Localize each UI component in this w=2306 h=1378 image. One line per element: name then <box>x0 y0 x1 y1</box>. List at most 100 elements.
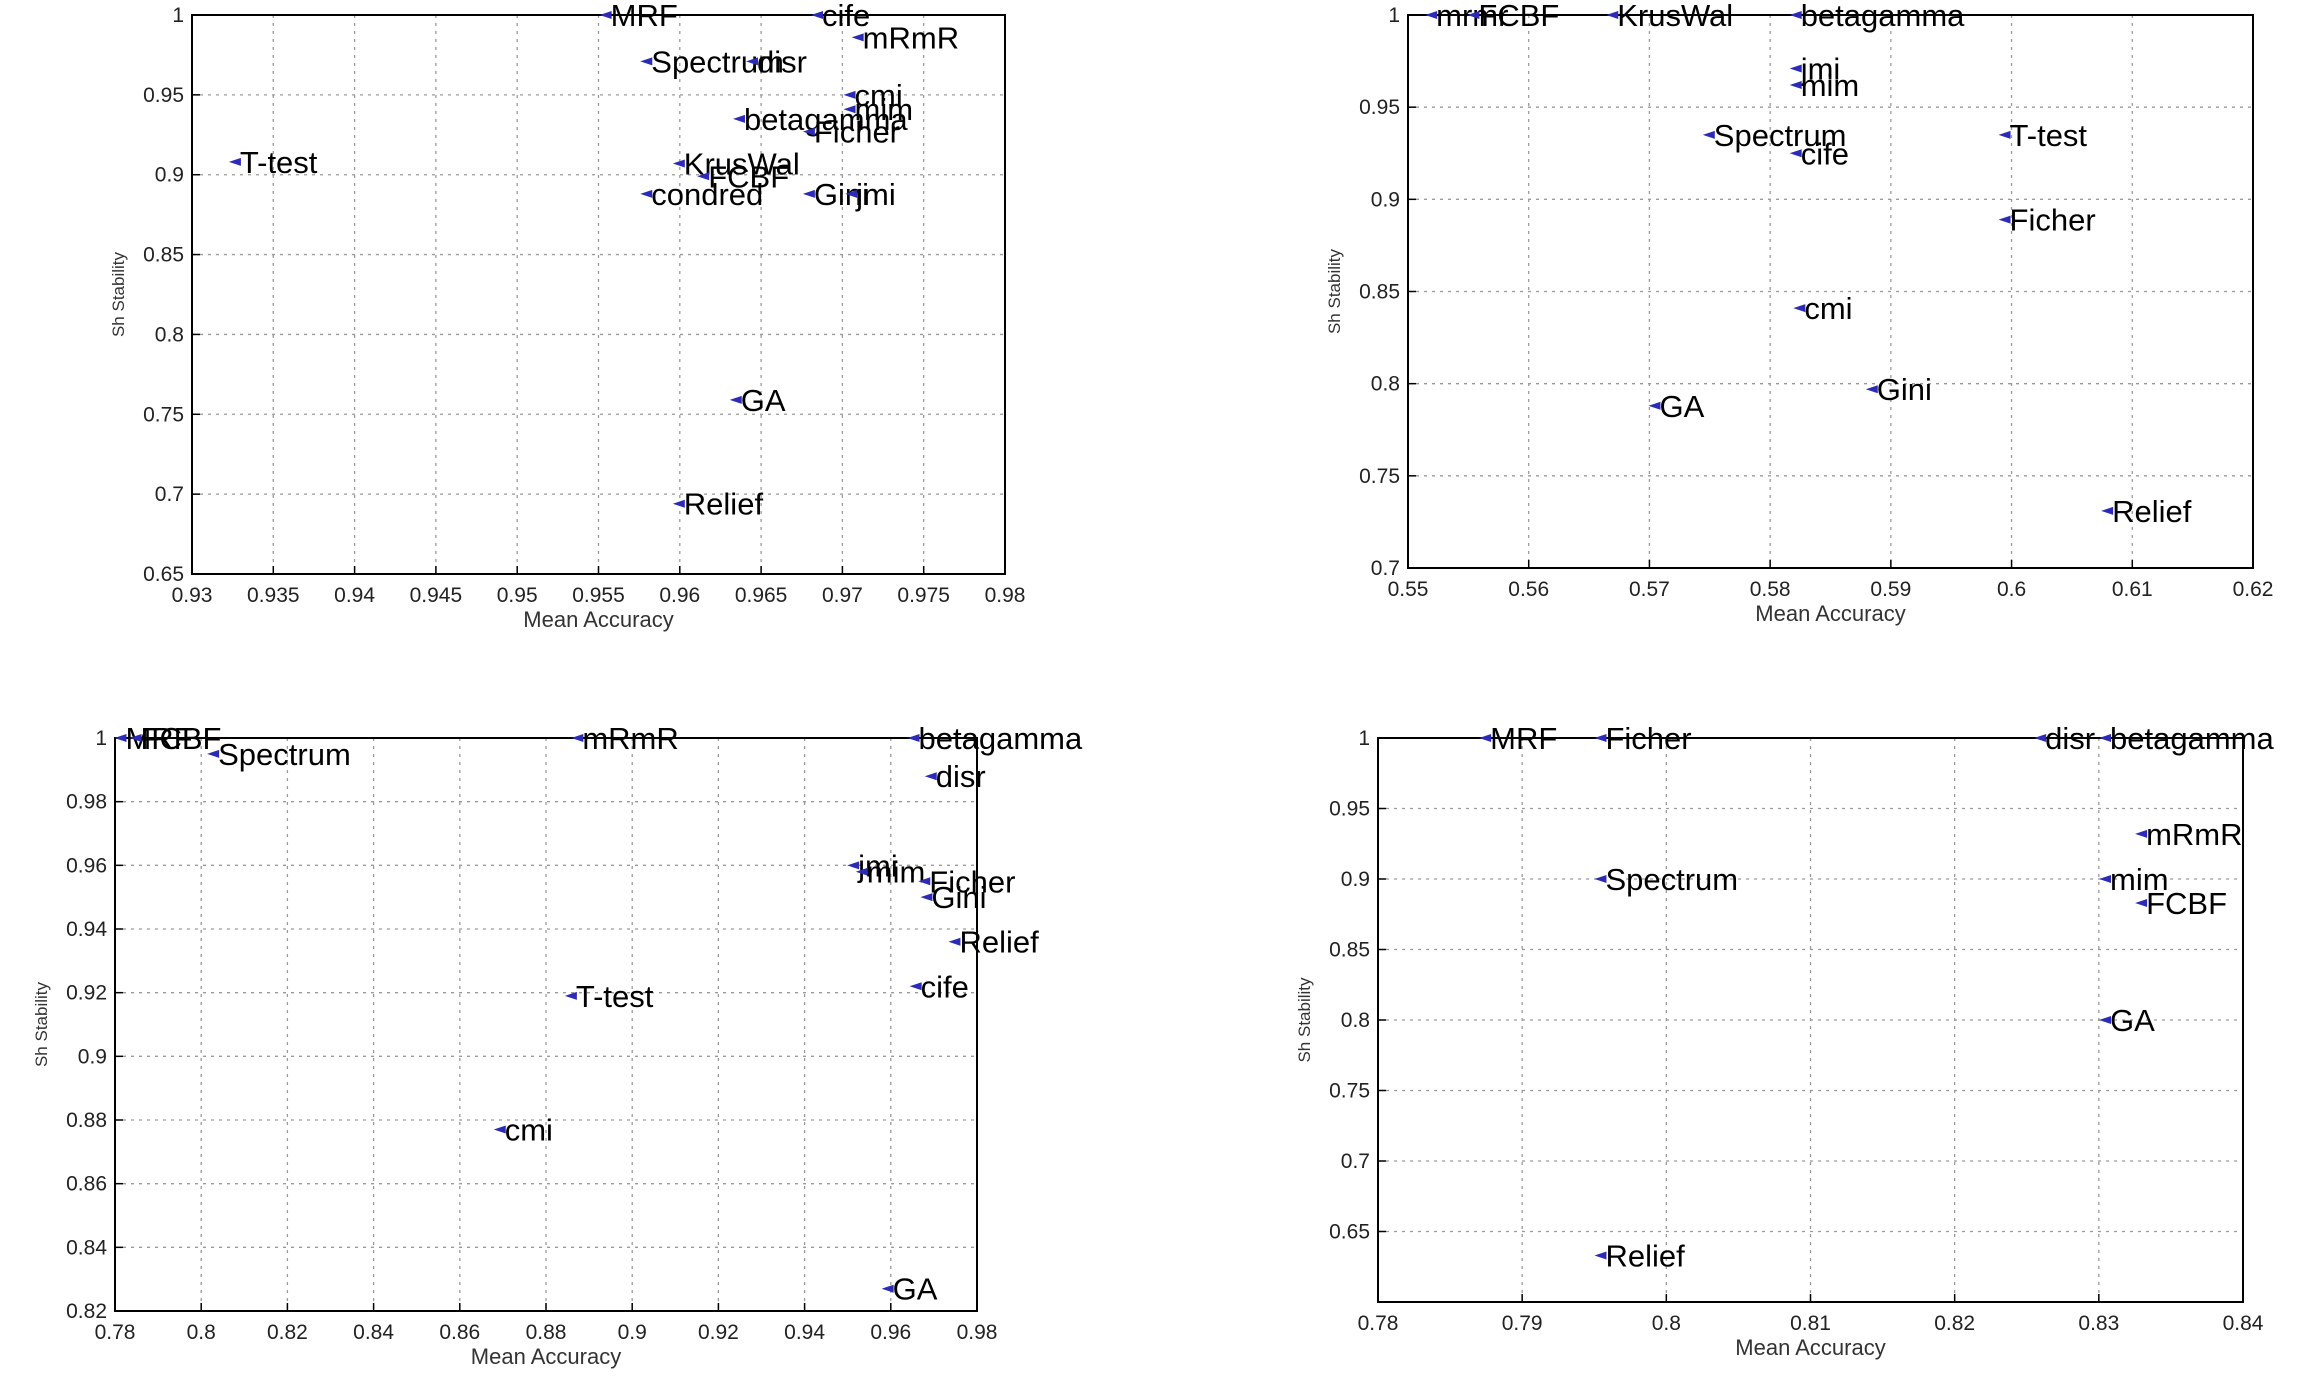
y-tick-label: 0.85 <box>143 244 184 267</box>
point-marker <box>1789 149 1802 158</box>
point-label: Ficher <box>1605 721 1691 756</box>
point-label: T-test <box>576 979 654 1014</box>
point-marker <box>2099 1016 2112 1024</box>
point-label: cife <box>921 969 969 1004</box>
point-label: Gini <box>814 177 869 212</box>
x-tick-label: 0.82 <box>1934 1312 1975 1335</box>
y-tick-label: 0.7 <box>1371 557 1400 580</box>
point-marker <box>1702 130 1715 139</box>
x-tick-label: 0.62 <box>2233 578 2274 601</box>
point-marker <box>1793 304 1806 313</box>
scatter-panel-top-left: 0.93 0.935 0.94 0.945 0.95 0.955 0.96 0.965 0.97… <box>109 0 1025 632</box>
x-tick-label: 0.8 <box>1652 1312 1681 1335</box>
point-marker <box>2099 875 2112 883</box>
x-tick-label: 0.84 <box>2223 1312 2264 1335</box>
point-marker <box>907 734 920 742</box>
point-label: cife <box>1801 136 1849 171</box>
point-label: mim <box>855 92 914 127</box>
point-label: Gini <box>1877 372 1932 407</box>
point-label: KrusWal <box>1617 0 1733 33</box>
y-axis-label: Sh Stability <box>109 251 128 337</box>
point-marker <box>672 159 685 168</box>
y-tick-label: 0.7 <box>155 483 184 506</box>
x-tick-label: 0.83 <box>2078 1312 2119 1335</box>
point-label: Relief <box>2112 494 2192 529</box>
point-label: mRmR <box>863 20 959 55</box>
point-marker <box>802 127 815 136</box>
point-marker <box>881 1284 894 1293</box>
y-tick-label: 0.88 <box>66 1109 107 1132</box>
x-tick-label: 0.945 <box>410 584 463 607</box>
point-label: Relief <box>959 925 1039 960</box>
x-tick-label: 0.94 <box>784 1321 825 1344</box>
y-axis-label: Sh Stability <box>32 981 51 1067</box>
point-marker <box>1998 215 2011 224</box>
x-tick-label: 0.86 <box>439 1321 480 1344</box>
x-tick-label: 0.96 <box>870 1321 911 1344</box>
x-tick-label: 0.88 <box>526 1321 567 1344</box>
plot-area <box>115 738 977 1311</box>
point-label: GA <box>741 383 786 418</box>
point-marker <box>1425 11 1438 19</box>
point-label: Gini <box>931 880 986 915</box>
point-label: jmi <box>855 177 896 212</box>
x-tick-label: 0.92 <box>698 1321 739 1344</box>
point-label: Spectrum <box>218 737 351 772</box>
point-marker <box>571 734 584 742</box>
point-marker <box>1789 11 1802 19</box>
x-tick-label: 0.61 <box>2112 578 2153 601</box>
axes-frame <box>191 14 1006 575</box>
x-tick-label: 0.84 <box>353 1321 394 1344</box>
y-tick-label: 0.92 <box>66 982 107 1005</box>
x-tick-label: 0.8 <box>187 1321 216 1344</box>
x-tick-label: 0.55 <box>1388 578 1429 601</box>
x-axis-label: Mean Accuracy <box>523 607 673 632</box>
x-tick-label: 0.6 <box>1997 578 2026 601</box>
x-tick-label: 0.81 <box>1790 1312 1831 1335</box>
point-marker <box>672 499 685 508</box>
point-label: MRF <box>611 0 678 33</box>
point-marker <box>847 861 860 870</box>
y-axis-label: Sh Stability <box>1295 977 1314 1063</box>
point-marker <box>564 991 577 1000</box>
point-marker <box>114 734 127 742</box>
y-tick-label: 0.75 <box>1359 465 1400 488</box>
y-tick-label: 0.9 <box>1371 188 1400 211</box>
y-tick-label: 0.82 <box>66 1300 107 1323</box>
point-marker <box>599 11 612 19</box>
point-marker <box>1998 130 2011 139</box>
point-label: GA <box>1659 389 1704 424</box>
point-marker <box>493 1125 506 1134</box>
y-tick-label: 0.86 <box>66 1173 107 1196</box>
point-label: Relief <box>1605 1238 1685 1273</box>
point-marker <box>207 749 220 758</box>
x-tick-label: 0.79 <box>1502 1312 1543 1335</box>
point-marker <box>1594 1251 1607 1260</box>
axes-frame <box>1377 737 2244 1303</box>
x-tick-label: 0.98 <box>985 584 1026 607</box>
point-label: Spectrum <box>1714 118 1847 153</box>
point-label: cmi <box>855 78 903 113</box>
point-marker <box>924 772 937 781</box>
y-tick-label: 0.85 <box>1329 939 1370 962</box>
point-label: FCBF <box>1478 0 1559 33</box>
point-label: betagamma <box>1801 0 1965 33</box>
y-tick-label: 0.9 <box>155 164 184 187</box>
point-marker <box>2135 898 2148 907</box>
point-label: mRmR <box>582 721 678 756</box>
y-tick-label: 0.94 <box>66 918 107 941</box>
point-label: Spectrum <box>651 44 784 79</box>
y-tick-label: 0.7 <box>1341 1150 1370 1173</box>
y-tick-label: 0.8 <box>155 323 184 346</box>
x-tick-label: 0.96 <box>659 584 700 607</box>
point-label: condred <box>651 177 763 212</box>
point-marker <box>920 893 933 902</box>
point-label: GA <box>893 1272 938 1307</box>
x-tick-label: 0.95 <box>497 584 538 607</box>
point-label: FCBF <box>2146 886 2227 921</box>
point-label: jmi <box>857 848 898 883</box>
y-tick-label: 0.96 <box>66 854 107 877</box>
point-marker <box>1594 734 1607 742</box>
point-label: betagamma <box>744 102 908 137</box>
